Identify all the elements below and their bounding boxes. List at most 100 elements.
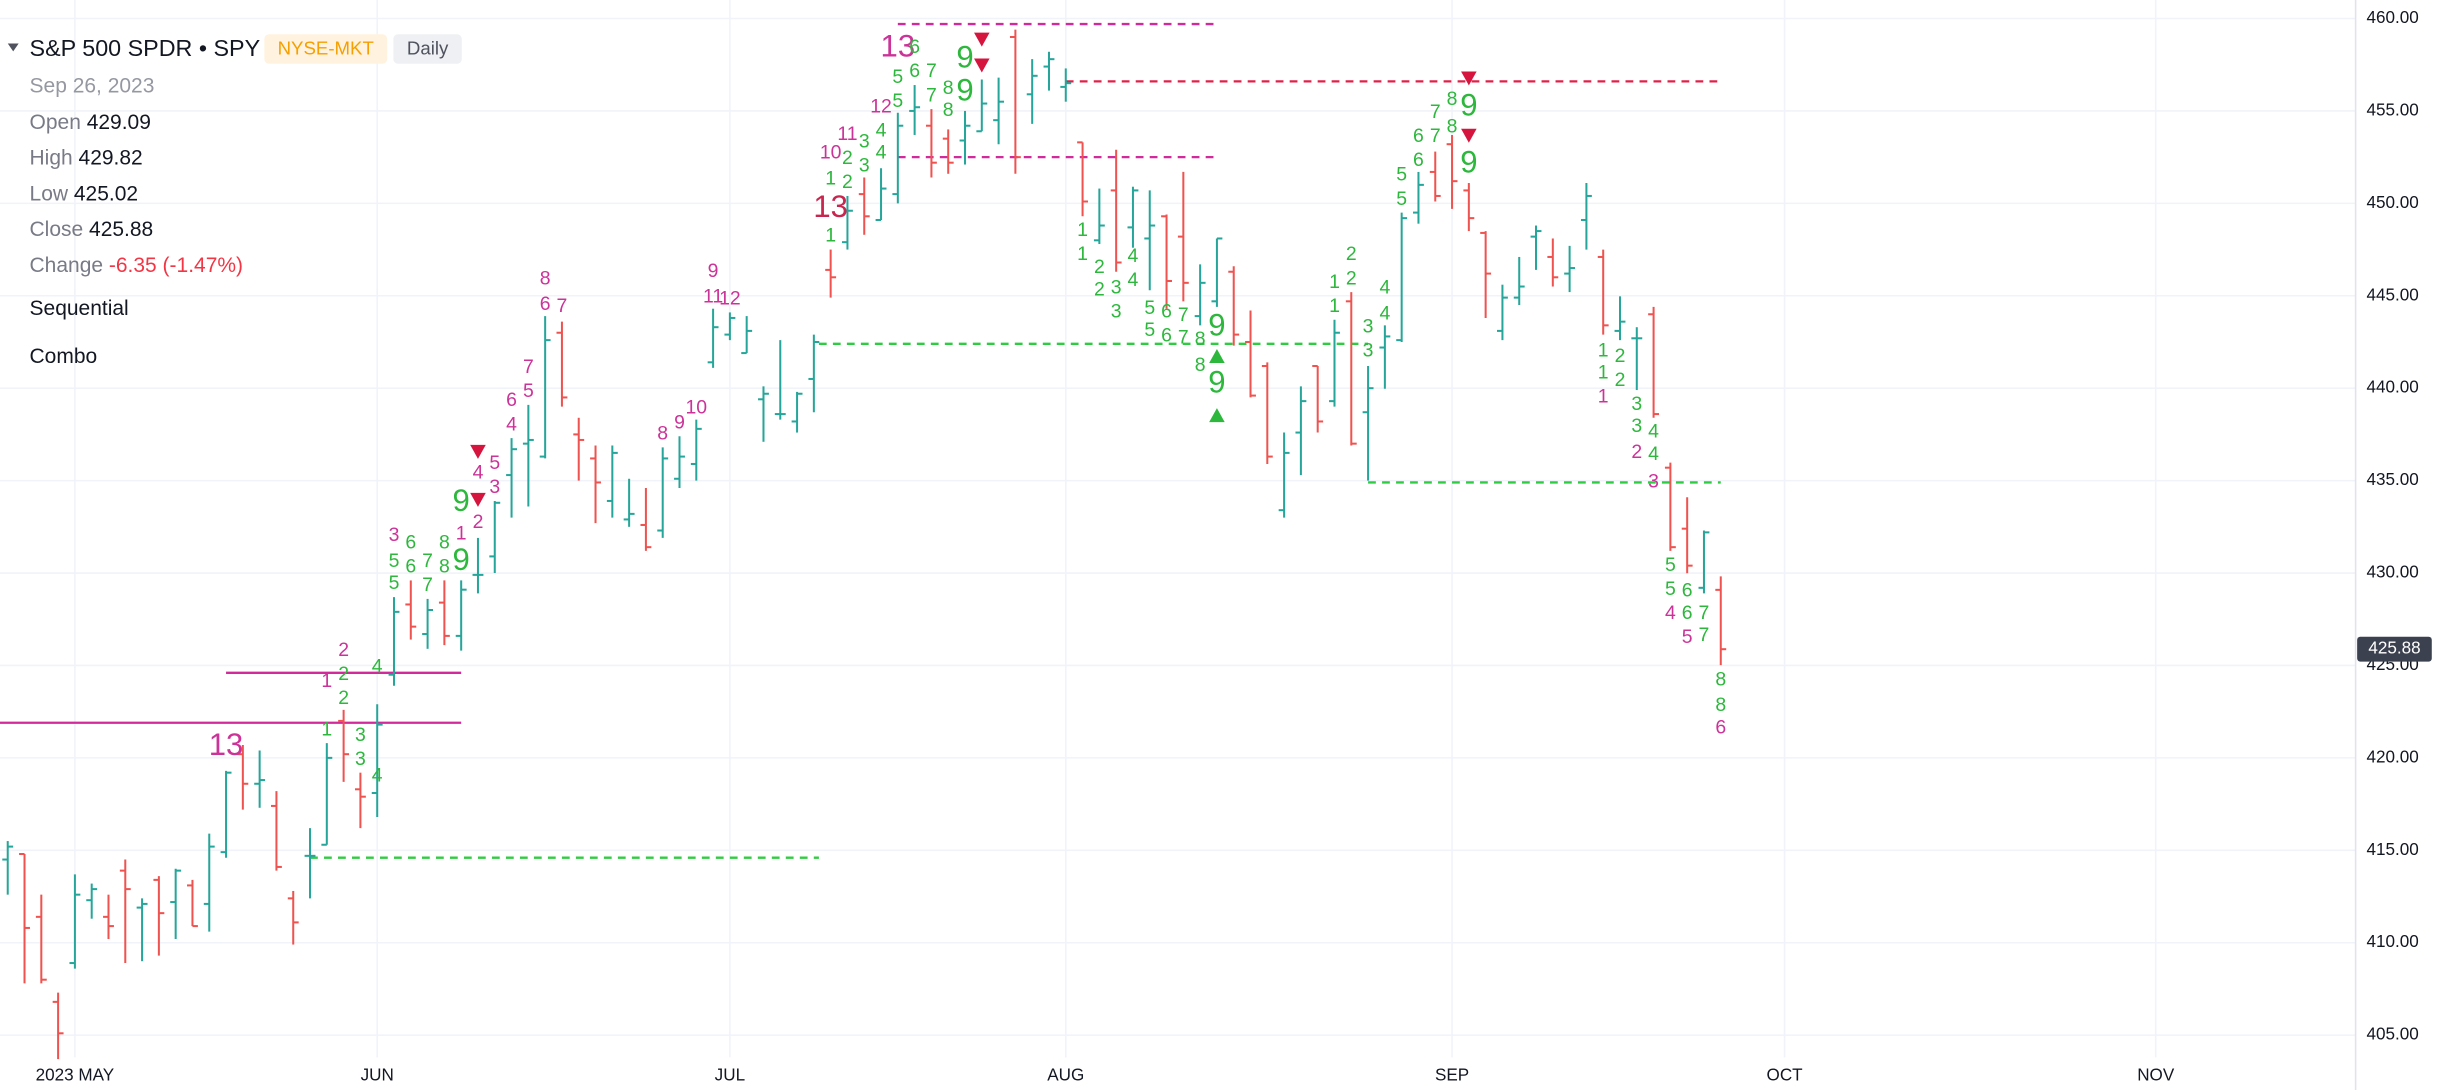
count-label: 6	[1715, 716, 1726, 738]
interval-badge[interactable]	[393, 34, 462, 64]
ohlc-bar	[1345, 292, 1357, 446]
count-label: 5	[1396, 188, 1407, 210]
y-tick-label: 440.00	[2366, 378, 2418, 397]
count-label: 6	[1413, 125, 1424, 147]
ohlc-bar	[203, 833, 215, 932]
ohlc-bar	[287, 890, 299, 945]
count-label: 2	[1346, 267, 1357, 289]
count-label: 2	[338, 663, 349, 685]
ohlc-bar	[573, 417, 585, 481]
count-label: 3	[859, 130, 870, 152]
levels	[0, 22, 1721, 859]
count-label: 4	[1665, 602, 1676, 624]
signal-arrow	[1461, 71, 1477, 86]
count-label: 5	[1682, 626, 1693, 648]
count-label: 7	[422, 550, 433, 572]
count-label: 1	[321, 670, 332, 692]
count-label: 5	[1665, 554, 1676, 576]
count-label: 2	[1615, 369, 1626, 391]
count-label: 8	[540, 267, 551, 289]
ohlc-bar	[1496, 284, 1508, 341]
count-label: 8	[1447, 88, 1458, 110]
ohlc-bar	[35, 894, 47, 984]
y-tick-label: 450.00	[2366, 193, 2418, 212]
ohlc-bar	[136, 898, 148, 962]
count-label: 2	[1346, 243, 1357, 265]
signal-arrow	[470, 492, 486, 507]
count-label: 5	[1665, 578, 1676, 600]
count-label: 7	[1699, 624, 1710, 646]
ohlc-bar	[237, 744, 249, 810]
exchange-badge	[264, 34, 388, 64]
close-row: Close 425.88	[30, 218, 154, 241]
count-label: 1	[1598, 386, 1609, 408]
count-label: 6	[540, 293, 551, 315]
y-tick-label: 405.00	[2366, 1025, 2418, 1044]
ohlc-bar	[925, 109, 937, 178]
count-label: 2	[842, 171, 853, 193]
count-label: 7	[1430, 101, 1441, 123]
ohlc-bar	[1194, 264, 1206, 326]
y-tick-label: 455.00	[2366, 100, 2418, 119]
count-label: 4	[1379, 277, 1390, 299]
ohlc-bar	[1228, 266, 1240, 346]
interval[interactable]: Daily	[407, 38, 449, 59]
x-tick-label: AUG	[1047, 1065, 1084, 1084]
ohlc-bar	[1681, 497, 1693, 574]
count-label: 3	[859, 155, 870, 177]
low-value: 425.02	[74, 182, 138, 205]
count-label: 2	[842, 147, 853, 169]
ohlc-bar	[741, 316, 753, 355]
count-label: 13	[813, 189, 848, 224]
ohlc-bar	[405, 580, 417, 640]
ohlc-bar	[707, 308, 719, 368]
ohlc-bar	[86, 883, 98, 919]
count-label: 6	[506, 389, 517, 411]
count-label: 7	[1178, 304, 1189, 326]
ohlc-bar	[674, 436, 685, 489]
count-label: 6	[405, 532, 416, 554]
ohlc-bar	[2, 841, 14, 895]
ohlc-bar	[1295, 386, 1307, 476]
signal-arrow	[1209, 348, 1225, 363]
count-label: 4	[876, 142, 887, 164]
count-label: 3	[1363, 315, 1374, 337]
ohlc-bar	[875, 168, 887, 221]
count-label: 3	[1111, 277, 1122, 299]
low-label: Low	[30, 182, 69, 205]
count-label: 4	[1379, 302, 1390, 324]
count-label: 4	[372, 655, 383, 677]
count-label: 3	[1363, 339, 1374, 361]
ohlc-bar	[321, 743, 333, 846]
count-label: 9	[708, 260, 719, 282]
ohlc-bar	[842, 195, 853, 250]
ohlc-bar	[19, 852, 30, 984]
count-label: 13	[881, 28, 916, 63]
y-tick-label: 410.00	[2366, 932, 2418, 951]
collapse-arrow[interactable]	[7, 43, 19, 52]
ohlc-bar	[1009, 29, 1021, 174]
ohlc-bar	[1211, 237, 1223, 307]
indicator[interactable]: Sequential	[30, 297, 129, 320]
indicator[interactable]: Combo	[30, 345, 98, 368]
change-row: Change -6.35 (-1.47%)	[30, 253, 243, 276]
count-label: 5	[1144, 319, 1155, 341]
ohlc-bar	[959, 110, 971, 165]
count-label: 2	[338, 687, 349, 709]
axes: 405.00410.00415.00420.00425.00430.00435.…	[36, 8, 2432, 1084]
close-label: Close	[30, 218, 84, 241]
ohlc-bar	[1446, 134, 1458, 209]
count-label: 4	[506, 413, 517, 435]
count-label: 5	[892, 90, 903, 112]
count-label: 3	[355, 724, 366, 746]
ohlc-bar	[1547, 238, 1559, 287]
count-label: 9	[956, 73, 973, 108]
ohlc-bar	[254, 750, 266, 808]
ohlc-bar	[354, 772, 366, 829]
count-label: 10	[820, 142, 842, 164]
ohlc-bar	[1077, 141, 1089, 217]
count-label: 6	[1682, 602, 1693, 624]
count-label: 7	[926, 84, 937, 106]
count-label: 3	[355, 748, 366, 770]
count-label: 5	[892, 66, 903, 88]
